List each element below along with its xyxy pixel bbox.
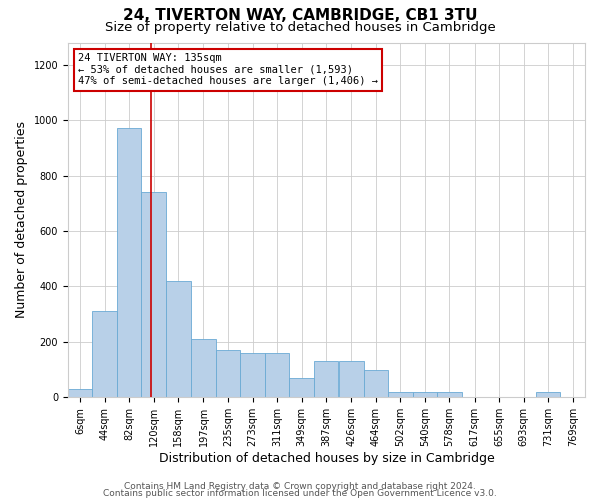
Bar <box>142 192 166 398</box>
Bar <box>339 362 364 398</box>
Bar <box>388 392 413 398</box>
Bar <box>68 389 92 398</box>
Bar <box>265 353 289 398</box>
Text: 24 TIVERTON WAY: 135sqm
← 53% of detached houses are smaller (1,593)
47% of semi: 24 TIVERTON WAY: 135sqm ← 53% of detache… <box>78 53 378 86</box>
Bar <box>240 353 265 398</box>
Text: Size of property relative to detached houses in Cambridge: Size of property relative to detached ho… <box>104 21 496 34</box>
Bar <box>216 350 240 398</box>
Text: Contains HM Land Registry data © Crown copyright and database right 2024.: Contains HM Land Registry data © Crown c… <box>124 482 476 491</box>
Bar <box>117 128 142 398</box>
Y-axis label: Number of detached properties: Number of detached properties <box>15 122 28 318</box>
Bar <box>289 378 314 398</box>
Bar <box>314 362 338 398</box>
Bar <box>536 392 560 398</box>
Bar <box>413 392 437 398</box>
Bar <box>92 312 117 398</box>
X-axis label: Distribution of detached houses by size in Cambridge: Distribution of detached houses by size … <box>158 452 494 465</box>
Bar <box>364 370 388 398</box>
Bar <box>437 392 461 398</box>
Text: Contains public sector information licensed under the Open Government Licence v3: Contains public sector information licen… <box>103 490 497 498</box>
Bar <box>166 281 191 398</box>
Bar <box>191 339 216 398</box>
Text: 24, TIVERTON WAY, CAMBRIDGE, CB1 3TU: 24, TIVERTON WAY, CAMBRIDGE, CB1 3TU <box>123 8 477 22</box>
